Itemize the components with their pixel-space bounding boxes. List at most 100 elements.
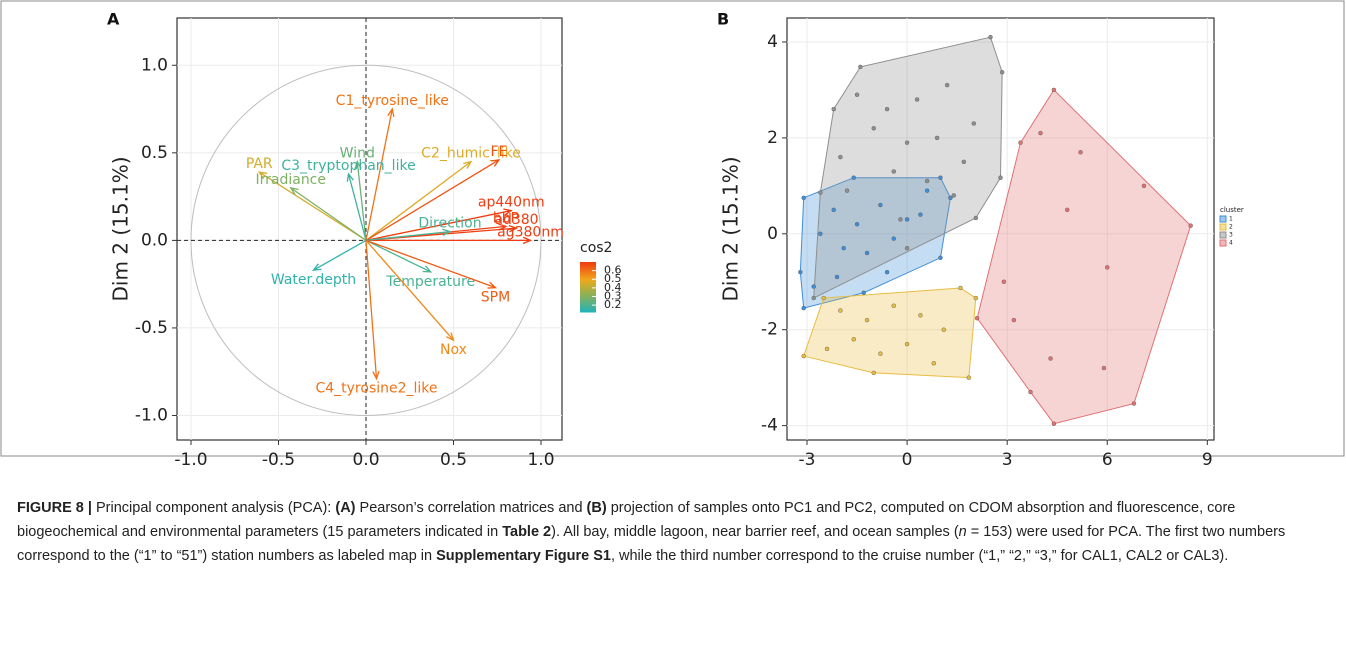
x-tick-label: 9 xyxy=(1202,450,1213,470)
sample-point xyxy=(891,169,896,174)
legend-label: 4 xyxy=(1229,240,1233,247)
x-tick-label: 1.0 xyxy=(527,450,554,470)
sample-point xyxy=(1051,87,1057,93)
variable-label: ad380 xyxy=(494,212,538,228)
sample-point xyxy=(1101,365,1107,371)
sample-point xyxy=(801,195,806,201)
colorbar-segment xyxy=(580,274,596,276)
sample-point xyxy=(924,188,930,193)
caption-text: Principal component analysis (PCA): xyxy=(96,500,336,516)
variable-arrow xyxy=(365,240,380,381)
colorbar-segment xyxy=(580,275,596,277)
y-axis-title: Dim 2 (15.1%) xyxy=(719,156,743,301)
colorbar-segment xyxy=(580,289,596,291)
caption: FIGURE 8 | Principal component analysis … xyxy=(17,496,1327,568)
variable-label: Water.depth xyxy=(271,272,356,288)
colorbar-segment xyxy=(580,270,596,272)
sample-point xyxy=(801,353,806,359)
sample-point xyxy=(811,284,816,289)
variable-arrow xyxy=(365,208,513,242)
colorbar-segment xyxy=(580,295,596,297)
sample-point xyxy=(914,97,920,102)
colorbar-segment xyxy=(580,269,596,271)
colorbar-segment xyxy=(580,294,596,296)
caption-text: FIGURE 8 | xyxy=(17,500,96,516)
variable-arrow xyxy=(354,159,367,241)
sample-point xyxy=(824,346,830,352)
sample-point xyxy=(958,285,963,291)
sample-point xyxy=(834,274,840,280)
sample-point xyxy=(948,195,953,201)
variable-arrow xyxy=(312,239,367,271)
legend-swatch xyxy=(1219,215,1227,223)
colorbar-segment xyxy=(580,305,596,307)
colorbar-segment xyxy=(580,278,596,280)
colorbar-segment xyxy=(580,291,596,293)
colorbar-segment xyxy=(580,309,596,311)
sample-point xyxy=(851,175,856,180)
sample-point xyxy=(999,69,1005,75)
colorbar-segment xyxy=(580,277,596,279)
y-tick-label: 2 xyxy=(767,128,778,148)
colorbar-segment xyxy=(580,273,596,275)
sample-point xyxy=(951,193,956,198)
colorbar-segment xyxy=(580,299,596,301)
colorbar-segment xyxy=(580,282,596,284)
variable-arrow xyxy=(365,228,452,242)
x-tick-label: 0 xyxy=(902,450,913,470)
variable-label: Irradiance xyxy=(255,172,326,188)
sample-point xyxy=(941,327,946,332)
sample-point xyxy=(878,351,883,356)
sample-point xyxy=(871,370,876,376)
variable-arrow xyxy=(365,239,455,342)
sample-point xyxy=(1018,140,1023,145)
sample-point xyxy=(1188,223,1193,228)
sample-point xyxy=(838,154,843,160)
sample-point xyxy=(891,303,896,308)
variable-arrow xyxy=(257,171,367,241)
caption-text: Pearson’s correlation matrices and xyxy=(355,500,587,516)
legend-label: 2 xyxy=(1229,224,1233,231)
y-tick-label: -1.0 xyxy=(135,405,168,425)
plot-area xyxy=(786,17,1215,441)
sample-point xyxy=(904,245,910,251)
caption-text: Table 2 xyxy=(502,524,552,540)
colorbar-tick-label: 0.4 xyxy=(604,281,622,294)
sample-point xyxy=(871,126,876,131)
colorbar-segment xyxy=(580,264,596,266)
x-tick-label: -1.0 xyxy=(174,450,207,470)
legend-label: 1 xyxy=(1229,216,1233,223)
colorbar-tick-label: 0.6 xyxy=(604,264,622,277)
variable-label: ap440nm xyxy=(478,195,545,211)
colorbar-segment xyxy=(580,266,596,268)
sample-point xyxy=(1051,421,1057,426)
colorbar-segment xyxy=(580,285,596,287)
sample-point xyxy=(904,217,910,222)
sample-point xyxy=(821,295,826,301)
sample-point xyxy=(938,175,943,180)
legend-label: 3 xyxy=(1229,232,1233,239)
sample-point xyxy=(924,178,930,184)
sample-point xyxy=(918,212,923,217)
sample-point xyxy=(884,106,890,112)
colorbar-segment xyxy=(580,283,596,285)
colorbar-segment xyxy=(580,308,596,310)
colorbar-segment xyxy=(580,303,596,305)
colorbar-segment xyxy=(580,286,596,288)
sample-point xyxy=(904,140,910,145)
cluster-hull xyxy=(976,89,1192,425)
colorbar-segment xyxy=(580,276,596,278)
colorbar-segment xyxy=(580,287,596,289)
sample-point xyxy=(811,295,816,301)
colorbar-segment xyxy=(580,267,596,269)
sample-point xyxy=(818,231,823,236)
variable-label: ag380nm xyxy=(497,224,564,240)
colorbar-segment xyxy=(580,311,596,313)
variable-arrow xyxy=(365,158,501,241)
sample-point xyxy=(1011,317,1017,323)
colorbar-tick-label: 0.5 xyxy=(604,272,622,285)
y-tick-label: 0.5 xyxy=(141,143,168,163)
panel-label: B xyxy=(717,10,729,29)
sample-point xyxy=(973,295,979,301)
caption-text: ). All bay, middle lagoon, near barrier … xyxy=(551,524,959,540)
